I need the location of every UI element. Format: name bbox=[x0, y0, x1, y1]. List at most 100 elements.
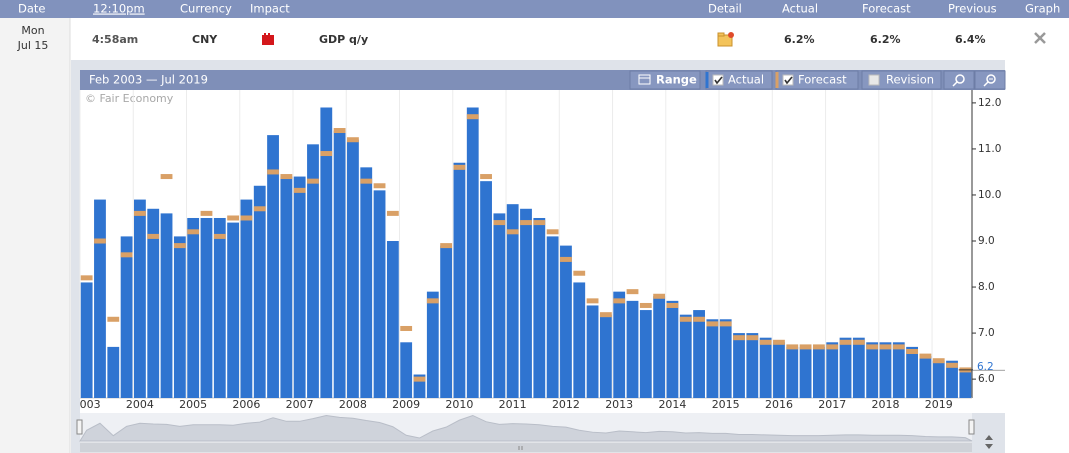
forecast-mark bbox=[160, 174, 173, 180]
close-graph[interactable] bbox=[1034, 32, 1046, 44]
bar bbox=[120, 236, 133, 398]
y-tick-label: 8.0 bbox=[978, 281, 995, 293]
event-date: Jul 15 bbox=[17, 39, 49, 52]
navigator-handle[interactable] bbox=[968, 419, 975, 435]
legend-item[interactable]: Actual bbox=[705, 70, 773, 90]
scrollbar-thumb[interactable] bbox=[80, 443, 972, 452]
forecast-mark bbox=[786, 344, 799, 350]
forecast-mark bbox=[107, 316, 120, 322]
forecast-mark bbox=[653, 293, 666, 299]
column-header: Impact bbox=[250, 2, 290, 16]
forecast-mark bbox=[134, 210, 146, 216]
bar bbox=[134, 199, 146, 398]
forecast-mark bbox=[679, 316, 692, 322]
bar bbox=[107, 346, 120, 398]
forecast-mark bbox=[373, 183, 386, 189]
forecast-mark bbox=[293, 187, 306, 193]
forecast-mark bbox=[693, 316, 705, 322]
zoom-in-button[interactable] bbox=[943, 70, 975, 90]
legend-checkbox bbox=[782, 74, 794, 86]
scroll-arrows[interactable] bbox=[985, 435, 993, 449]
bar bbox=[94, 199, 106, 398]
last-value-box bbox=[973, 362, 1005, 370]
bar bbox=[253, 185, 266, 398]
forecast-mark bbox=[599, 312, 612, 318]
bar bbox=[892, 342, 905, 398]
bar bbox=[520, 208, 532, 398]
forecast-mark bbox=[493, 220, 506, 226]
bar bbox=[227, 222, 240, 398]
bar bbox=[453, 162, 466, 398]
forecast-mark bbox=[759, 339, 772, 345]
bar bbox=[639, 310, 652, 398]
bar bbox=[839, 337, 852, 398]
revision-label: Revision bbox=[886, 73, 934, 87]
navigator-handle[interactable] bbox=[76, 419, 83, 435]
bar bbox=[386, 241, 399, 398]
bar bbox=[719, 319, 732, 398]
forecast-mark bbox=[773, 339, 785, 345]
bar bbox=[506, 204, 519, 398]
event-forecast: 6.2% bbox=[870, 33, 901, 46]
bar bbox=[160, 213, 173, 398]
zoom-out-button[interactable] bbox=[974, 70, 1006, 90]
bar bbox=[400, 342, 413, 398]
bar bbox=[466, 107, 479, 399]
bar bbox=[240, 199, 253, 398]
y-tick-label: 9.0 bbox=[978, 235, 995, 247]
forecast-mark bbox=[546, 229, 559, 235]
bar bbox=[267, 135, 279, 398]
forecast-mark bbox=[520, 220, 532, 226]
bar bbox=[746, 333, 759, 398]
bar bbox=[919, 356, 932, 398]
column-header: Currency bbox=[180, 2, 232, 16]
x-tick-label: 2017 bbox=[818, 398, 846, 411]
bar bbox=[906, 346, 918, 398]
legend-label: Forecast bbox=[798, 73, 847, 87]
legend-check bbox=[784, 76, 793, 85]
forecast-mark bbox=[400, 325, 413, 331]
x-tick-label: 2014 bbox=[658, 398, 686, 411]
column-header: Date bbox=[18, 2, 46, 16]
forecast-mark bbox=[586, 298, 599, 304]
forecast-mark bbox=[879, 344, 892, 350]
forecast-mark bbox=[919, 353, 932, 359]
y-tick-label: 11.0 bbox=[978, 143, 1001, 155]
event-actual: 6.2% bbox=[784, 33, 815, 46]
legend-item[interactable]: Forecast bbox=[775, 70, 859, 90]
x-tick-label: 2010 bbox=[445, 398, 473, 411]
x-tick-label: 2012 bbox=[552, 398, 580, 411]
forecast-mark bbox=[946, 362, 958, 368]
forecast-mark bbox=[560, 256, 572, 262]
x-tick-label: 2003 bbox=[73, 398, 101, 411]
forecast-mark bbox=[267, 169, 279, 175]
bar bbox=[733, 333, 745, 398]
bar bbox=[666, 300, 679, 398]
bar bbox=[293, 176, 306, 398]
bar bbox=[213, 217, 226, 398]
bar bbox=[573, 282, 586, 398]
bar bbox=[932, 360, 945, 398]
event-name[interactable]: GDP q/y bbox=[319, 33, 368, 46]
bar bbox=[307, 144, 319, 398]
bar bbox=[626, 300, 639, 398]
column-header: Previous bbox=[948, 2, 997, 16]
y-tick-label: 6.0 bbox=[978, 373, 995, 385]
revision-button[interactable]: Revision bbox=[861, 70, 942, 90]
legend: Actual Forecast bbox=[705, 70, 859, 90]
navigator-area bbox=[79, 414, 973, 442]
bar bbox=[560, 245, 572, 398]
forecast-mark bbox=[453, 164, 466, 170]
range-label: Range bbox=[656, 73, 697, 87]
x-tick-label: 2013 bbox=[605, 398, 633, 411]
detail-icon[interactable] bbox=[717, 32, 734, 47]
x-labels: 2003 2004 2005 2006 2007 2008 2009 2010 2011 2012… bbox=[73, 398, 953, 411]
forecast-mark bbox=[733, 335, 745, 341]
legend-checkbox bbox=[712, 74, 724, 86]
x-tick-label: 2019 bbox=[925, 398, 953, 411]
time-header[interactable]: 12:10pm bbox=[93, 2, 145, 16]
bar bbox=[613, 291, 626, 398]
range-button[interactable]: Range bbox=[629, 70, 701, 90]
forecast-mark bbox=[200, 210, 213, 216]
